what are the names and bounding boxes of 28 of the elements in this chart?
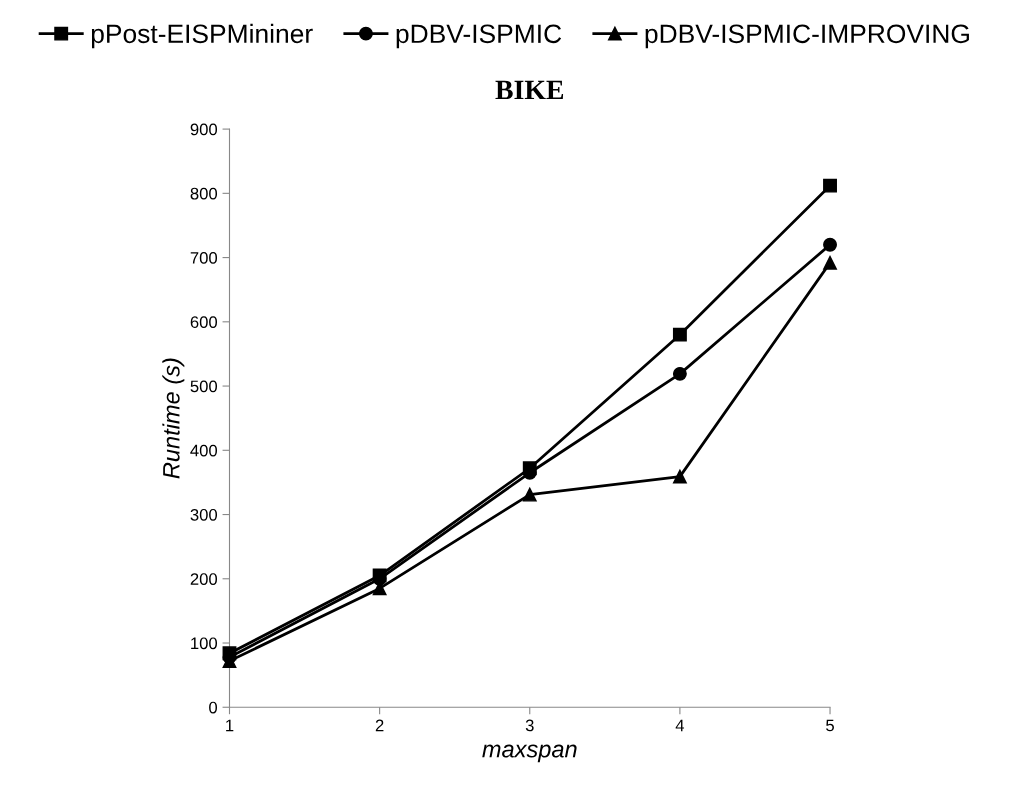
point	[823, 178, 837, 193]
legend-label: pDBV-ISPMIC	[396, 24, 562, 49]
y-axis-title: Runtime (s)	[162, 358, 185, 479]
legend-label: pDBV-ISPMIC-IMPROVING	[645, 24, 969, 49]
y-tick-label: 700	[190, 251, 218, 264]
point	[522, 487, 537, 502]
y-tick-label: 300	[190, 508, 218, 521]
x-axis-title: maxspan	[482, 744, 577, 763]
x-tick-label: 3	[525, 719, 534, 732]
point	[672, 327, 687, 342]
x-tick-label: 1	[226, 719, 234, 732]
x-tick-label: 2	[375, 719, 384, 732]
point	[672, 366, 687, 381]
x-tick-label: 5	[826, 719, 834, 732]
chart-title: BIKE	[495, 80, 564, 100]
y-tick-label: 200	[190, 573, 218, 585]
y-tick-label: 800	[190, 187, 218, 200]
point	[823, 237, 837, 252]
y-tick-label: 500	[190, 380, 218, 393]
x-tick-label: 4	[675, 719, 685, 732]
point	[672, 469, 687, 484]
y-tick-label: 900	[190, 123, 218, 136]
y-tick-label: 100	[191, 637, 218, 650]
y-tick-label: 600	[190, 316, 218, 329]
point	[823, 255, 837, 270]
y-tick-label: 0	[209, 701, 218, 714]
legend-label: pPost-EISPMininer	[91, 23, 313, 49]
y-tick-label: 400	[190, 444, 218, 457]
